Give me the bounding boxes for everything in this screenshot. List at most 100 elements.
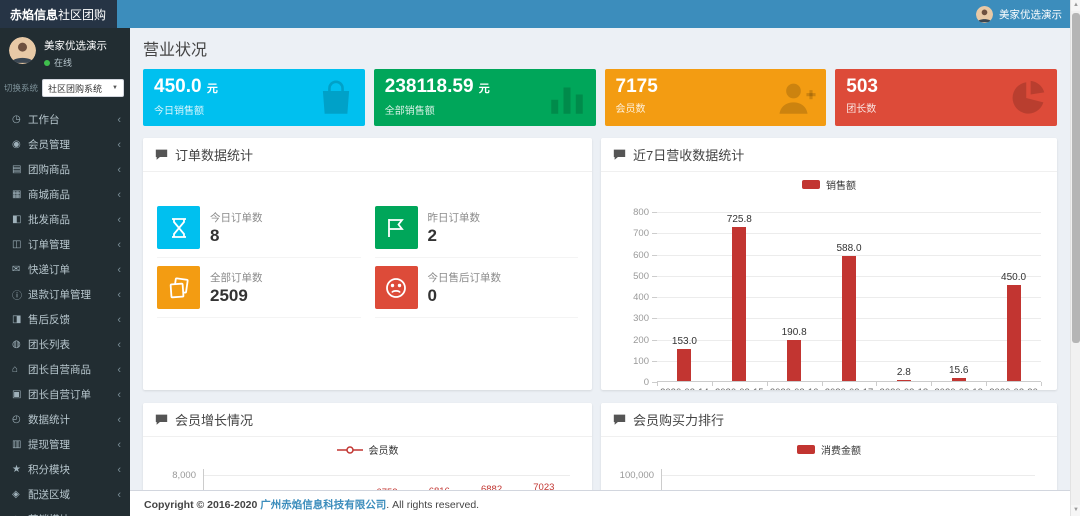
tile-today-aftersale-orders: 今日售后订单数 0 [374, 258, 578, 318]
refund-orders-icon: ⓘ [12, 291, 22, 302]
aftersale-icon: ◨ [12, 314, 22, 325]
brand-bold: 赤焰信息 [10, 7, 59, 22]
sidebar-item-leader-list[interactable]: ◍ 团长列表 ‹ [12, 338, 121, 352]
user-menu[interactable]: 美家优选演示 [976, 0, 1062, 28]
scroll-down-icon[interactable]: ▼ [1071, 505, 1080, 516]
system-select[interactable]: 社区团购系统 ▼ [42, 79, 124, 97]
panel-title: 订单数据统计 [175, 148, 254, 163]
chevron-left-icon: ‹ [117, 263, 121, 276]
order-tiles: 今日订单数 8 昨日订单数 2 全部订单数 2509 [143, 172, 592, 318]
bar-2020-03-20 [1006, 285, 1021, 381]
hourglass-icon [157, 206, 200, 249]
tile-yesterday-orders: 昨日订单数 2 [374, 198, 578, 258]
sidebar-item-points-module[interactable]: ★ 积分模块 ‹ [12, 463, 121, 477]
sidebar-item-marketing-module[interactable]: ◆营销模块‹ [0, 507, 130, 516]
top-navbar: 赤焰信息 社区团购 美家优选演示 [0, 0, 1080, 28]
chevron-left-icon: ‹ [117, 113, 121, 126]
chevron-left-icon: ‹ [117, 238, 121, 251]
dashboard-icon: ◷ [12, 114, 21, 125]
sidebar-item-data-statistics[interactable]: ◴ 数据统计 ‹ [12, 413, 121, 427]
scrollbar-thumb[interactable] [1072, 13, 1080, 343]
legend-label: 销售额 [826, 181, 856, 192]
withdrawal-icon: ▥ [12, 439, 22, 450]
chevron-left-icon: ‹ [117, 338, 121, 351]
marketing-icon: ◆ [12, 514, 28, 516]
bar-2020-03-16 [787, 340, 802, 381]
legend-swatch-icon [797, 445, 815, 454]
bar-2020-03-15 [732, 226, 747, 381]
caret-down-icon: ▼ [112, 85, 118, 91]
main-content: 营业状况 450.0 元 今日销售额 238118.59 元 全部销售额 717… [130, 28, 1070, 516]
chevron-left-icon: ‹ [117, 363, 121, 376]
comment-icon [155, 148, 168, 161]
sidebar-item-workbench[interactable]: ◷ 工作台 ‹ [12, 113, 121, 127]
express-orders-icon: ✉ [12, 264, 21, 275]
sidebar-user-name: 美家优选演示 [44, 40, 107, 52]
sidebar-item-leader-own-goods[interactable]: ⌂ 团长自营商品 ‹ [12, 363, 121, 377]
purchase-legend[interactable]: 消费金额 [601, 442, 1057, 457]
chevron-left-icon: ‹ [117, 514, 121, 516]
purchase-power-panel: 会员购买力排行 消费金额 100,00080,00082448.88 [601, 403, 1057, 499]
comment-icon [155, 413, 168, 426]
leader-list-icon: ◍ [12, 339, 21, 350]
panel-header: 订单数据统计 [143, 138, 592, 172]
order-management-icon: ◫ [12, 239, 22, 250]
sidebar-item-mall-goods[interactable]: ▦ 商城商品 ‹ [12, 188, 121, 202]
bar-2020-03-14 [677, 348, 692, 381]
legend-label: 消费金额 [821, 446, 861, 457]
chevron-left-icon: ‹ [117, 313, 121, 326]
tile-today-orders: 今日订单数 8 [157, 198, 361, 258]
stat-cards: 450.0 元 今日销售额 238118.59 元 全部销售额 7175 会员数 [143, 69, 1057, 126]
sidebar-item-withdrawal-management[interactable]: ▥ 提现管理 ‹ [12, 438, 121, 452]
sidebar-item-wholesale-goods[interactable]: ◧ 批发商品 ‹ [12, 213, 121, 227]
system-switch-row: 切换系统 社区团购系统 ▼ [0, 75, 130, 105]
flag-icon [374, 206, 418, 249]
panel-title: 会员增长情况 [175, 413, 254, 428]
legend-line-marker-icon [336, 445, 363, 454]
sidebar-item-order-management[interactable]: ◫ 订单管理 ‹ [12, 238, 121, 252]
revenue-plot: 0100200300400500600700800153.02020-03-14… [633, 207, 1042, 390]
sidebar-item-member-management[interactable]: ◉ 会员管理 ‹ [12, 138, 121, 152]
chevron-left-icon: ‹ [117, 413, 121, 426]
sidebar: 美家优选演示 在线 切换系统 社区团购系统 ▼ ◷ 工作台 ‹ ◉ 会员管理 ‹ ▤ 团购… [0, 28, 130, 516]
delivery-area-icon: ◈ [12, 489, 20, 500]
groupbuy-goods-icon: ▤ [12, 164, 22, 175]
brand-logo[interactable]: 赤焰信息 社区团购 [0, 0, 117, 28]
user-menu-label: 美家优选演示 [999, 8, 1062, 21]
stat-card-total-sales: 238118.59 元 全部销售额 [373, 69, 596, 126]
chevron-left-icon: ‹ [117, 163, 121, 176]
sidebar-item-delivery-area[interactable]: ◈ 配送区域 ‹ [12, 488, 121, 502]
vertical-scrollbar[interactable]: ▲ ▼ [1070, 0, 1080, 516]
panel-header: 会员增长情况 [143, 403, 592, 437]
sidebar-menu: ◷ 工作台 ‹ ◉ 会员管理 ‹ ▤ 团购商品 ‹ ▦ 商城商品 ‹ ◧ 批发商品 ‹ ◫ 订单管理 ‹… [0, 107, 130, 516]
page-title: 营业状况 [143, 42, 208, 59]
sidebar-item-groupbuy-goods[interactable]: ▤ 团购商品 ‹ [12, 163, 121, 177]
stat-card-member-count: 7175 会员数 [604, 69, 827, 126]
footer-rest: . All rights reserved. [386, 499, 480, 511]
panel-title: 近7日营收数据统计 [633, 148, 745, 163]
stat-card-leader-count: 503 团长数 [835, 69, 1057, 126]
growth-legend[interactable]: 会员数 [143, 442, 592, 457]
sidebar-item-aftersale-feedback[interactable]: ◨ 售后反馈 ‹ [12, 313, 121, 327]
chevron-left-icon: ‹ [117, 488, 121, 501]
comment-icon [613, 148, 626, 161]
sidebar-item-refund-order-management[interactable]: ⓘ 退款订单管理 ‹ [12, 288, 121, 303]
system-select-value: 社区团购系统 [48, 83, 103, 94]
scroll-up-icon[interactable]: ▲ [1071, 0, 1080, 11]
members-icon: ◉ [12, 139, 21, 150]
leader-goods-icon: ⌂ [12, 364, 19, 375]
sidebar-item-express-orders[interactable]: ✉ 快递订单 ‹ [12, 263, 121, 277]
legend-label: 会员数 [368, 446, 399, 457]
footer: Copyright © 2016-2020 广州赤焰信息科技有限公司. All … [130, 490, 1070, 516]
copy-icon [157, 266, 200, 309]
avatar [976, 5, 993, 23]
comment-icon [613, 413, 626, 426]
sidebar-item-leader-own-orders[interactable]: ▣ 团长自营订单 ‹ [12, 388, 121, 402]
panel-title: 会员购买力排行 [633, 413, 725, 428]
chevron-left-icon: ‹ [117, 188, 121, 201]
member-growth-panel: 会员增长情况 会员数 8,0007,0006618665266726752681… [143, 403, 592, 499]
revenue-legend[interactable]: 销售额 [601, 177, 1057, 192]
pie-chart-icon [1007, 77, 1049, 119]
footer-company-link[interactable]: 广州赤焰信息科技有限公司 [260, 499, 387, 511]
